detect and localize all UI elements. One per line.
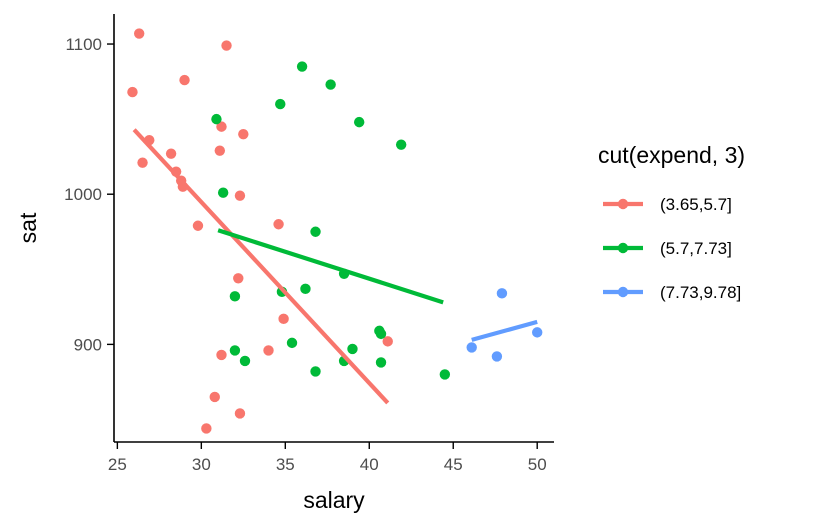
- data-point-s1-7: [310, 226, 321, 237]
- legend-title: cut(expend, 3): [598, 142, 745, 168]
- fit-line-s0: [132, 128, 390, 405]
- legend-label-1: (5.7,7.73]: [660, 239, 732, 258]
- data-point-s1-1: [325, 79, 336, 90]
- y-tick-label: 1100: [65, 35, 102, 54]
- data-point-s0-23: [201, 423, 212, 434]
- data-point-s0-0: [133, 28, 145, 39]
- data-point-s1-13: [375, 328, 387, 340]
- x-axis-title: salary: [303, 487, 365, 513]
- legend-key-point-1: [617, 242, 629, 254]
- data-point-s0-2: [127, 86, 138, 98]
- y-tick-label: 900: [74, 335, 102, 354]
- data-point-s1-5: [395, 139, 407, 150]
- data-point-s0-10: [216, 121, 227, 132]
- x-tick-label: 40: [360, 455, 379, 474]
- x-tick-label: 35: [276, 455, 295, 474]
- data-point-s0-3: [179, 74, 190, 86]
- x-tick-label: 30: [192, 455, 211, 474]
- x-tick-label: 50: [528, 455, 547, 474]
- data-point-s0-15: [273, 219, 284, 230]
- legend-key-point-0: [617, 198, 629, 210]
- x-tick-label: 25: [108, 455, 127, 474]
- data-point-s2-3: [491, 351, 503, 362]
- y-ticks: 900 1000 1100: [64, 35, 114, 354]
- fit-line-s1: [217, 228, 444, 305]
- fit-lines-layer: [132, 128, 538, 405]
- legend-items: (3.65,5.7] (5.7,7.73] (7.73,9.78]: [603, 195, 741, 302]
- data-point-s0-20: [382, 336, 393, 347]
- data-point-s0-12: [238, 128, 249, 140]
- x-ticks: 25 30 35 40 45 50: [108, 442, 547, 474]
- data-point-s0-6: [165, 148, 177, 159]
- data-point-s0-5: [137, 157, 148, 168]
- data-point-s1-19: [375, 357, 387, 368]
- data-point-s0-14: [192, 220, 204, 231]
- data-point-s1-14: [286, 337, 298, 349]
- data-point-s1-21: [439, 369, 451, 380]
- data-point-s0-1: [221, 40, 232, 51]
- data-point-s2-2: [466, 342, 477, 353]
- data-point-s1-17: [239, 355, 251, 367]
- data-point-s1-3: [211, 113, 222, 125]
- legend: cut(expend, 3) (3.65,5.7] (5.7,7.73] (7.73…: [598, 142, 745, 302]
- data-point-s0-17: [278, 313, 289, 325]
- legend-label-2: (7.73,9.78]: [660, 283, 741, 302]
- y-tick-label: 1000: [64, 185, 102, 204]
- data-point-s1-20: [310, 366, 321, 377]
- points-layer: [127, 28, 543, 434]
- data-point-s1-15: [347, 343, 358, 355]
- legend-label-0: (3.65,5.7]: [660, 195, 732, 214]
- data-point-s1-11: [229, 291, 241, 302]
- x-tick-label: 45: [444, 455, 463, 474]
- data-point-s1-4: [353, 116, 365, 128]
- data-point-s0-18: [216, 349, 227, 361]
- data-point-s1-0: [296, 61, 308, 72]
- data-point-s0-22: [234, 408, 246, 419]
- data-point-s0-11: [214, 145, 226, 156]
- data-point-s0-21: [209, 391, 220, 403]
- legend-key-point-2: [617, 286, 629, 298]
- data-point-s0-16: [233, 273, 244, 284]
- data-point-s0-19: [263, 345, 274, 356]
- data-point-s0-13: [234, 190, 246, 201]
- data-point-s1-2: [275, 98, 286, 110]
- y-axis-title: sat: [15, 212, 41, 243]
- data-point-s2-0: [496, 288, 508, 299]
- data-point-s1-16: [229, 345, 241, 356]
- data-point-s1-6: [217, 187, 229, 198]
- fit-line-s2: [471, 319, 538, 342]
- data-point-s1-9: [300, 283, 311, 295]
- data-point-s2-1: [532, 327, 543, 338]
